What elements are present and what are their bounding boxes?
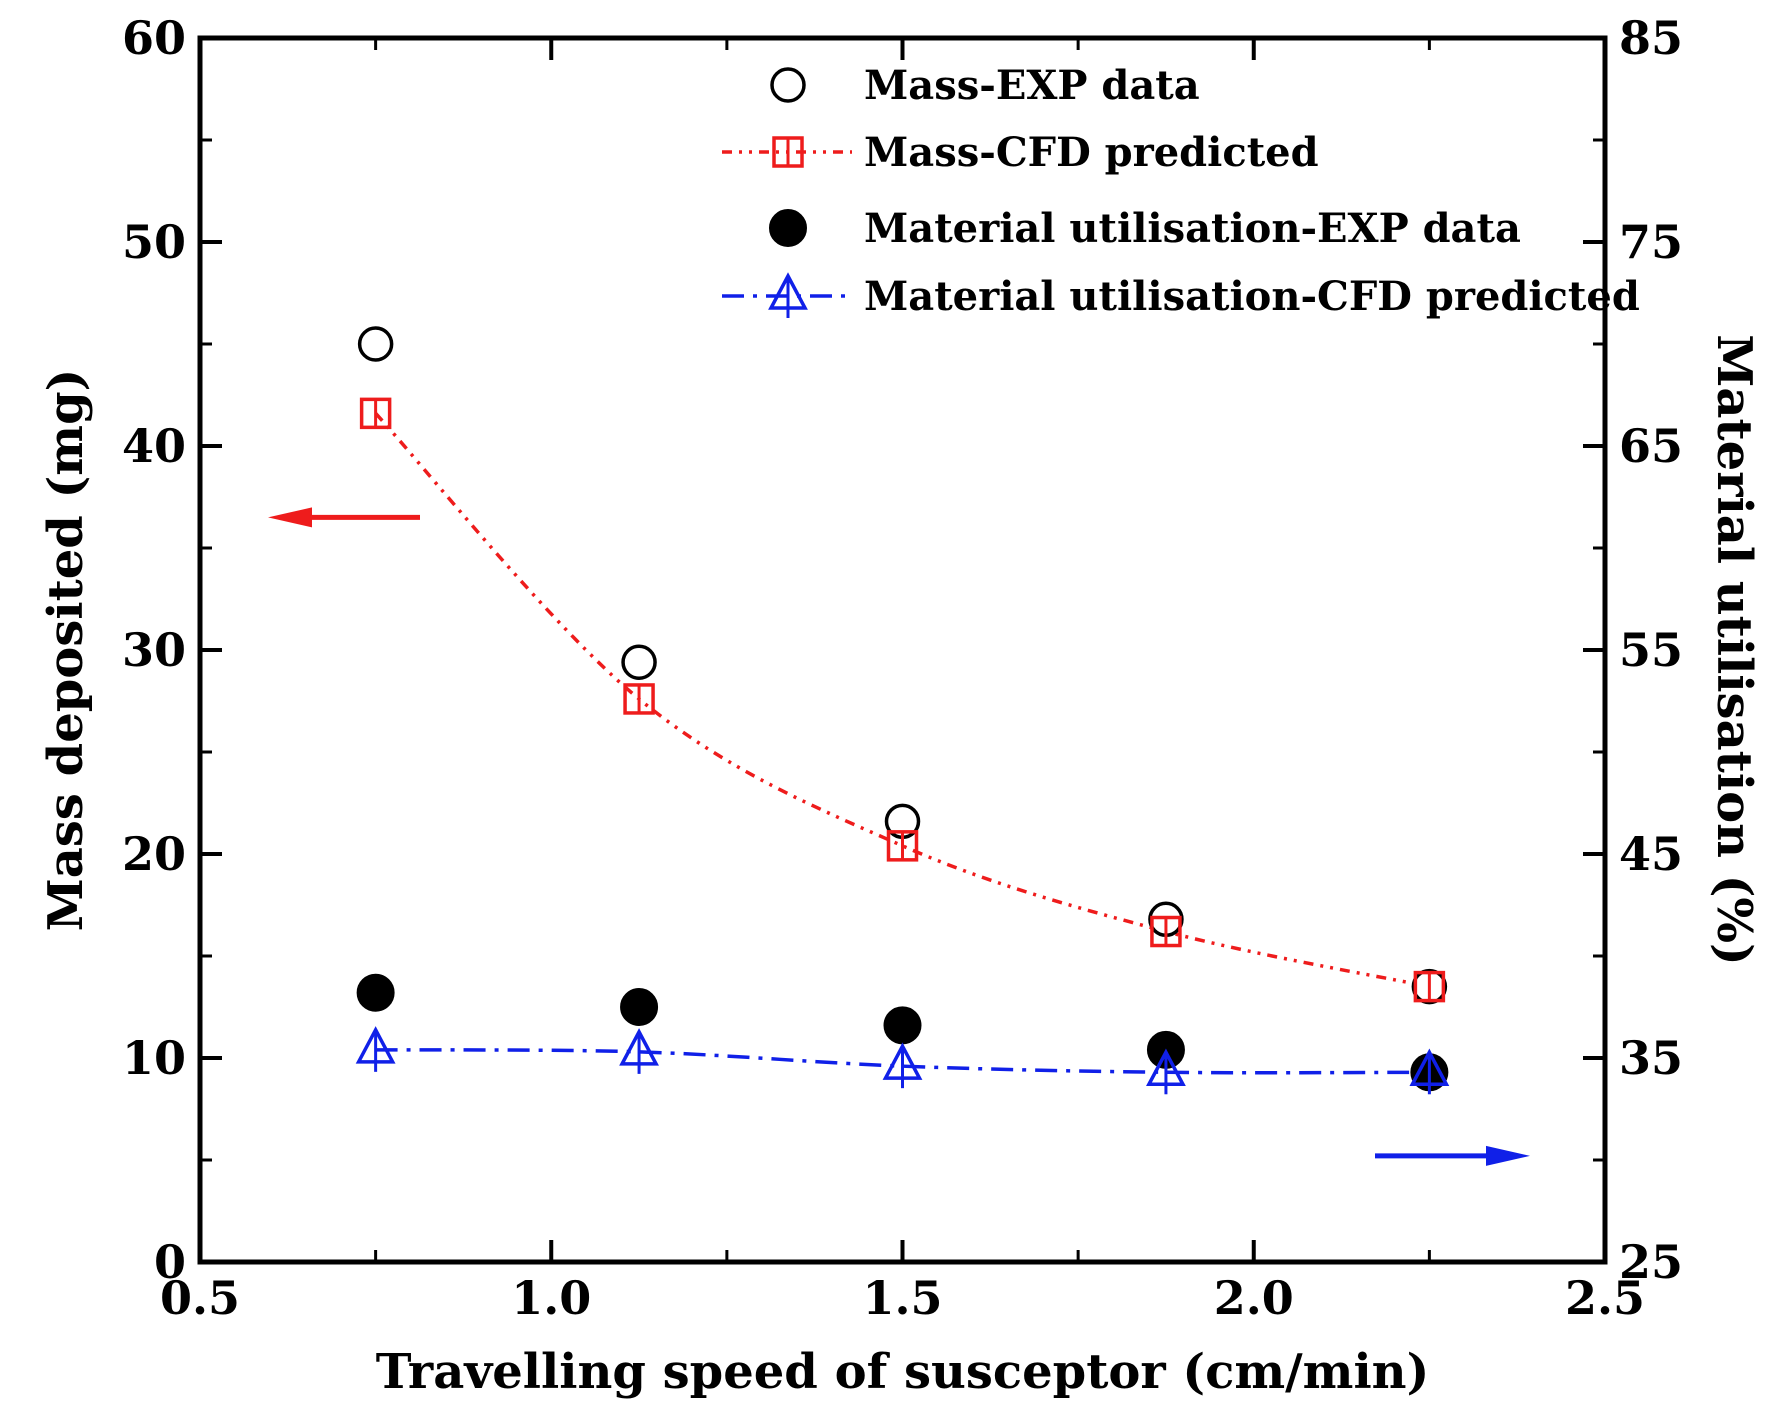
y-left-tick-label: 30: [122, 623, 186, 677]
data-point-s1-0: [359, 397, 392, 430]
series-markers-layer: [355, 326, 1450, 1095]
legend-item-2: Material utilisation-EXP data: [769, 205, 1521, 252]
legend-marker: [769, 209, 807, 247]
legend-marker: [770, 67, 806, 103]
data-point-s0-0: [357, 326, 394, 362]
legend-marker: [772, 136, 804, 168]
legend-label: Mass-CFD predicted: [864, 129, 1319, 176]
x-tick-label: 2.0: [1214, 1271, 1294, 1325]
data-point-s3-0: [355, 1026, 396, 1072]
data-point-s1-3: [1150, 915, 1182, 948]
data-point-s3-4: [1409, 1048, 1450, 1095]
x-axis-label: Travelling speed of susceptor (cm/min): [376, 1344, 1430, 1400]
y-right-tick-label: 55: [1619, 623, 1683, 677]
legend-item-1: Mass-CFD predicted: [722, 129, 1319, 176]
data-point-s0-1: [621, 644, 657, 680]
data-point-s1-2: [886, 830, 919, 862]
data-point-s2-2: [883, 1006, 922, 1045]
series-line-3: [375, 1048, 1430, 1075]
data-point-s2-1: [620, 988, 659, 1026]
legend-marker: [768, 272, 808, 318]
data-point-s2-0: [356, 973, 395, 1012]
legend: Mass-EXP data Mass-CFD predicted Material …: [722, 62, 1640, 320]
axes-layer: 0.5 1.0 1.5 2.0 2.5 0 10 20 30 40 50 60 25 35 45 55 65 75…: [38, 11, 1762, 1400]
y-right-tick-label: 25: [1619, 1235, 1683, 1289]
series-lines-layer: [374, 412, 1430, 1075]
y-right-axis-label: Material utilisation (%): [1706, 334, 1762, 965]
data-point-s1-4: [1413, 970, 1446, 1003]
x-tick-label: 0.5: [160, 1271, 240, 1325]
data-point-s1-1: [623, 683, 655, 715]
y-left-axis-label: Mass deposited (mg): [38, 369, 94, 932]
left-axis-arrow-head: [268, 507, 312, 528]
x-tick-label: 1.0: [511, 1271, 591, 1325]
x-tick-label: 2.5: [1565, 1271, 1645, 1325]
legend-label: Material utilisation-CFD predicted: [864, 273, 1640, 320]
legend-label: Mass-EXP data: [864, 62, 1200, 109]
legend-item-3: Material utilisation-CFD predicted: [722, 272, 1640, 320]
y-right-tick-label: 85: [1619, 11, 1683, 65]
y-left-tick-label: 40: [122, 419, 186, 473]
right-axis-arrow-head: [1486, 1145, 1530, 1166]
y-right-tick-label: 65: [1619, 419, 1683, 473]
y-left-tick-label: 60: [122, 11, 186, 65]
data-point-s3-2: [882, 1042, 923, 1089]
annotation-layer: [268, 507, 1530, 1166]
x-tick-label: 1.5: [862, 1271, 942, 1325]
y-left-tick-label: 50: [122, 215, 186, 269]
data-point-s3-1: [619, 1028, 659, 1074]
y-left-tick-label: 0: [154, 1235, 186, 1289]
y-right-tick-label: 35: [1619, 1031, 1683, 1085]
legend-item-0: Mass-EXP data: [770, 62, 1200, 109]
series-line-1: [374, 412, 1430, 989]
y-left-tick-label: 20: [122, 827, 186, 881]
y-right-tick-label: 75: [1619, 215, 1683, 269]
y-right-tick-label: 45: [1619, 827, 1683, 881]
legend-label: Material utilisation-EXP data: [864, 205, 1521, 252]
y-left-tick-label: 10: [122, 1031, 186, 1085]
data-point-s3-3: [1146, 1048, 1186, 1095]
